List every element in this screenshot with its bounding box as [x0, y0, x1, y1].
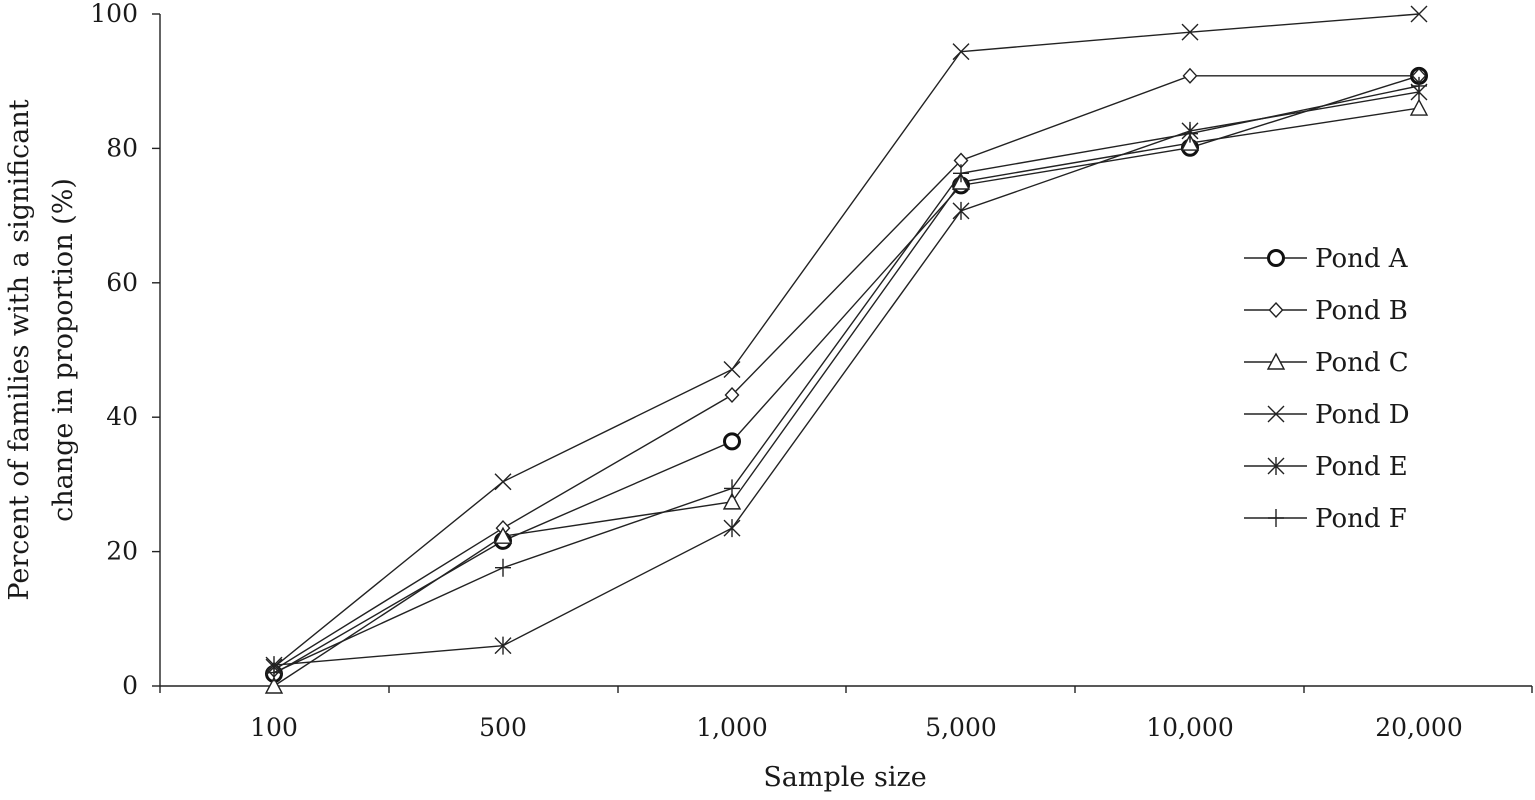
legend-marker	[1267, 405, 1285, 423]
y-axis-title-line-2: change in proportion (%)	[48, 178, 79, 522]
x-tick-label: 5,000	[925, 713, 997, 742]
series-line	[273, 13, 1420, 668]
y-axis-ticks: 0 20 40 60 80 100	[90, 0, 160, 700]
x-tick-label: 20,000	[1375, 713, 1462, 742]
legend-item: Pond F	[1244, 504, 1407, 534]
series-pond-c	[264, 98, 1429, 694]
x-tick-label: 1,000	[696, 713, 768, 742]
series-layer	[264, 5, 1429, 694]
legend: Pond A Pond B Pond C Pond D Pond E Pond F	[1244, 244, 1410, 534]
legend-marker	[1268, 301, 1284, 319]
data-point	[494, 473, 512, 491]
series-pond-e	[265, 82, 1428, 675]
data-point	[952, 201, 970, 220]
data-point	[953, 164, 969, 183]
data-point	[1411, 76, 1427, 95]
series-line	[273, 85, 1420, 674]
legend-label: Pond A	[1315, 244, 1409, 274]
data-point	[266, 663, 282, 682]
y-tick-label: 20	[106, 537, 138, 566]
x-axis-ticks: 100 500 1,000 5,000 10,000 20,000	[159, 686, 1533, 742]
y-axis-title: Percent of families with a significant c…	[4, 99, 79, 600]
series-line	[273, 75, 1419, 671]
legend-marker	[1267, 249, 1285, 267]
data-point	[1409, 98, 1429, 116]
data-point	[264, 676, 284, 694]
data-point	[724, 386, 740, 404]
series-pond-d	[265, 5, 1428, 676]
data-point	[952, 43, 970, 61]
legend-item: Pond B	[1244, 296, 1408, 326]
y-tick-label: 80	[106, 133, 138, 162]
series-pond-b	[266, 67, 1427, 678]
legend-label: Pond C	[1315, 348, 1409, 378]
y-tick-label: 100	[90, 0, 138, 28]
series-pond-a	[265, 66, 1428, 683]
x-axis-title: Sample size	[763, 762, 926, 793]
x-tick-label: 100	[250, 713, 298, 742]
data-point	[493, 526, 513, 544]
data-point	[723, 432, 741, 451]
data-point	[723, 519, 741, 538]
x-tick-label: 10,000	[1146, 713, 1233, 742]
legend-label: Pond D	[1315, 400, 1410, 430]
data-point	[722, 492, 742, 510]
legend-item: Pond C	[1244, 348, 1409, 378]
data-point	[1181, 23, 1199, 41]
legend-item: Pond A	[1244, 244, 1409, 274]
legend-marker	[1266, 352, 1286, 370]
y-tick-label: 40	[106, 402, 138, 431]
legend-marker	[1268, 509, 1284, 527]
legend-item: Pond E	[1244, 452, 1408, 482]
data-point	[1410, 5, 1428, 23]
data-point	[1182, 124, 1198, 143]
data-point	[495, 558, 511, 577]
axes: 0 20 40 60 80 100 100 500 1,000 5,000 10,000 20,00…	[90, 0, 1533, 742]
y-tick-label: 60	[106, 268, 138, 297]
legend-label: Pond F	[1315, 504, 1407, 534]
legend-marker	[1267, 457, 1285, 475]
data-point	[723, 360, 741, 378]
legend-item: Pond D	[1244, 400, 1410, 430]
legend-label: Pond B	[1315, 296, 1408, 326]
data-point	[1182, 67, 1198, 84]
legend-label: Pond E	[1315, 452, 1408, 482]
series-line	[273, 75, 1420, 675]
data-point	[494, 636, 512, 655]
series-line	[273, 91, 1420, 666]
series-line	[273, 107, 1420, 687]
series-pond-f	[266, 76, 1427, 682]
y-tick-label: 0	[122, 671, 138, 700]
x-tick-label: 500	[479, 713, 527, 742]
data-point	[724, 479, 740, 498]
y-axis-title-line-1: Percent of families with a significant	[4, 99, 35, 600]
